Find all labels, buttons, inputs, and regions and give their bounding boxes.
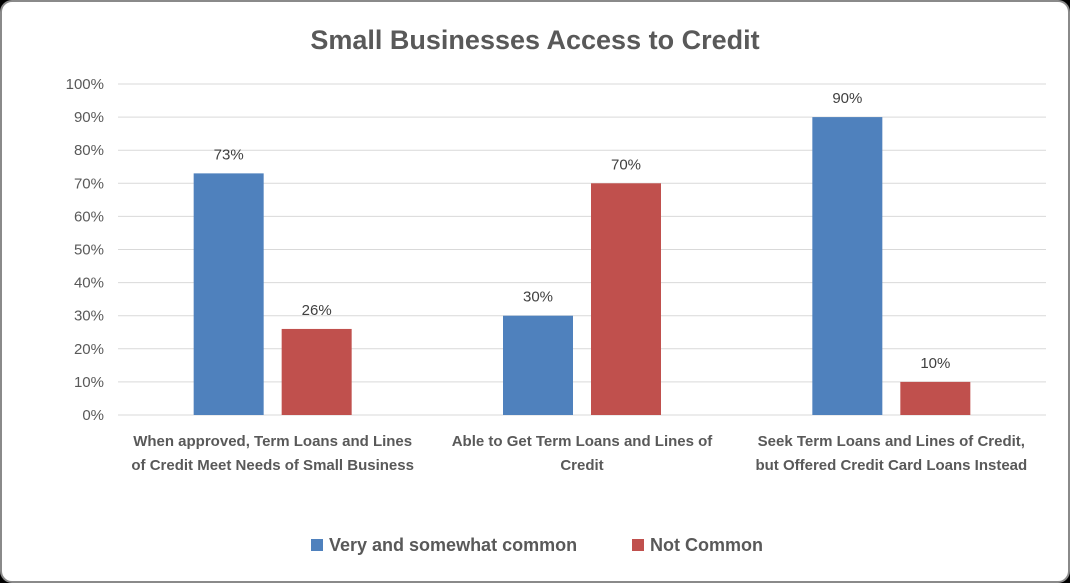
category-label: When approved, Term Loans and Lines [133,433,412,450]
data-label: 70% [611,156,641,173]
category-label: but Offered Credit Card Loans Instead [755,457,1027,474]
y-tick-label: 80% [74,142,104,159]
legend-swatch [632,539,644,551]
y-tick-label: 100% [66,76,104,93]
legend: Very and somewhat common Not Common [311,535,763,555]
gridlines [118,83,1046,416]
y-tick-label: 20% [74,341,104,358]
data-label: 73% [214,146,244,163]
y-tick-label: 90% [74,109,104,126]
data-label: 90% [832,90,862,107]
bar [900,381,971,415]
data-label: 10% [920,355,950,372]
bar [193,173,264,415]
y-tick-label: 40% [74,275,104,292]
y-tick-label: 50% [74,242,104,259]
y-tick-label: 60% [74,208,104,225]
data-labels: 73% 26% 30% 70% 90% 10% [214,90,951,372]
chart-title: Small Businesses Access to Credit [310,25,759,55]
category-labels: When approved, Term Loans and Lines of Cr… [131,433,1027,474]
y-axis-ticks: 0% 10% 20% 30% 40% 50% 60% 70% 80% 90% 100% [66,76,104,424]
y-tick-label: 10% [74,374,104,391]
bar [281,328,352,415]
category-label: Seek Term Loans and Lines of Credit, [758,433,1025,450]
category-label: Credit [560,457,603,474]
y-tick-label: 0% [82,407,104,424]
category-label: Able to Get Term Loans and Lines of [452,433,714,450]
legend-label: Very and somewhat common [329,535,577,555]
bar [503,315,573,415]
data-label: 30% [523,289,553,306]
legend-swatch [311,539,323,551]
data-label: 26% [302,302,332,319]
bar [591,183,661,415]
legend-label: Not Common [650,535,763,555]
bar [812,117,883,415]
category-label: of Credit Meet Needs of Small Business [131,457,414,474]
y-tick-label: 30% [74,308,104,325]
bars [193,117,971,415]
y-tick-label: 70% [74,175,104,192]
